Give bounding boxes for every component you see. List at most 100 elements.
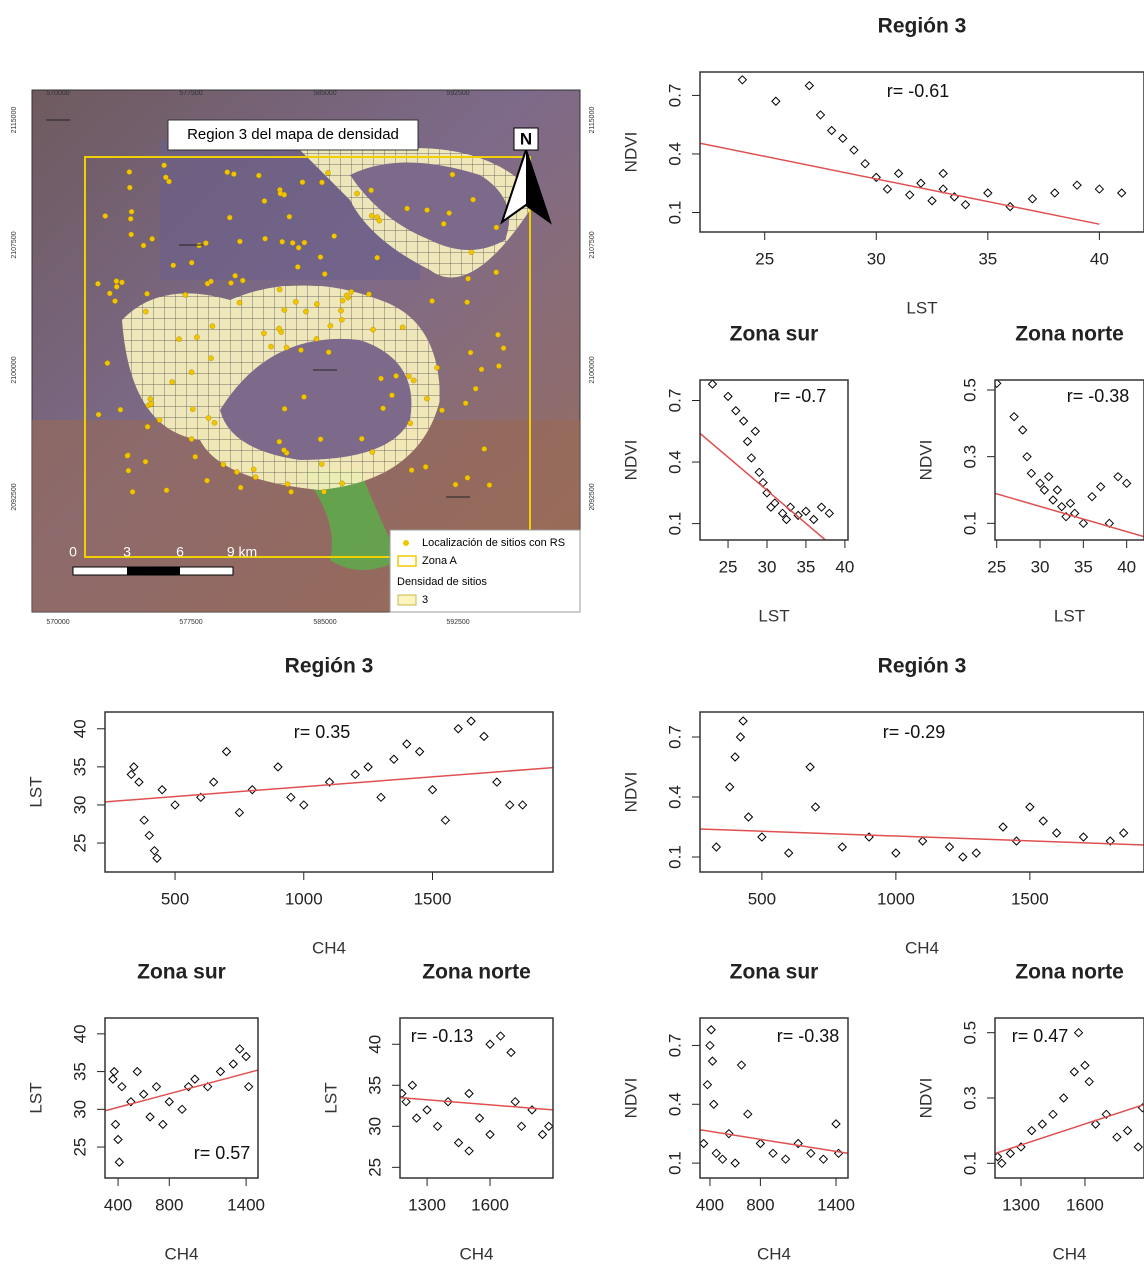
point — [702, 1079, 713, 1090]
point — [724, 1128, 734, 1139]
scale-label: 6 — [176, 544, 184, 560]
point — [971, 848, 981, 858]
y-tick-label: 40 — [70, 719, 89, 738]
point — [705, 1040, 715, 1051]
point — [998, 822, 1008, 832]
point — [411, 1113, 422, 1123]
y-axis-label: NDVI — [916, 440, 935, 481]
chart: Zona norte CH4 NDVI 1300 1600 0.1 0.3 0.5 r= 0.4… — [916, 961, 1144, 1263]
point — [743, 1109, 753, 1119]
map-title-box — [167, 119, 419, 151]
x-tick-label: 30 — [758, 557, 777, 576]
point — [995, 380, 1002, 389]
plot-frame — [994, 379, 1144, 541]
point — [510, 1096, 520, 1107]
site-point — [237, 238, 243, 245]
x-tick-label: 25 — [719, 557, 738, 576]
site-point — [232, 272, 238, 279]
point — [183, 1081, 194, 1092]
site-point — [452, 481, 459, 488]
point — [1072, 180, 1082, 190]
y-axis-label: LST — [26, 776, 45, 807]
site-point — [424, 395, 430, 402]
x-tick-label: 400 — [104, 1195, 132, 1214]
point — [781, 514, 792, 525]
chart: Zona sur CH4 LST 400 800 1400 25 30 35 40 r= 0.57 — [26, 961, 265, 1264]
x-tick-label: 40 — [1117, 557, 1136, 576]
site-point — [439, 407, 445, 414]
site-point — [188, 259, 195, 266]
plot-area — [400, 1031, 553, 1156]
annotation: r= -0.38 — [777, 1026, 840, 1046]
site-point — [220, 461, 227, 468]
point — [1069, 1067, 1080, 1077]
map-coord: 577500 — [179, 619, 202, 626]
point — [849, 145, 859, 155]
site-point — [189, 406, 196, 412]
site-point — [486, 482, 493, 488]
site-point — [354, 190, 360, 197]
point — [1065, 498, 1076, 509]
point — [196, 792, 206, 803]
site-point — [142, 308, 149, 315]
point — [738, 716, 748, 726]
site-point — [209, 323, 216, 329]
site-point — [429, 298, 435, 304]
point — [1009, 411, 1019, 422]
site-point — [406, 373, 412, 380]
site-point — [496, 363, 502, 369]
site-point — [144, 423, 151, 430]
y-tick-label: 0.1 — [665, 201, 684, 225]
point — [126, 1097, 136, 1107]
site-point — [472, 385, 479, 392]
map-coord: 2100000 — [11, 356, 18, 383]
site-point — [224, 169, 231, 175]
site-point — [117, 406, 124, 413]
plot-area — [700, 75, 1127, 225]
site-point — [140, 242, 147, 249]
point — [833, 1148, 844, 1158]
point — [537, 1129, 548, 1140]
legend-label: 3 — [422, 594, 428, 606]
point — [707, 380, 718, 389]
site-point — [188, 436, 195, 442]
point — [1044, 471, 1054, 482]
point — [743, 812, 754, 822]
site-point — [252, 474, 259, 480]
x-axis-label: LST — [906, 298, 937, 317]
point — [1048, 495, 1058, 505]
point — [443, 1096, 453, 1107]
site-point — [149, 236, 155, 242]
point — [474, 1113, 485, 1123]
chart-title: Zona norte — [1015, 323, 1124, 346]
chart-title: Región 3 — [878, 655, 967, 678]
map-coord: 2092500 — [11, 483, 18, 510]
y-tick-label: 0.1 — [960, 1151, 979, 1175]
point — [815, 110, 826, 120]
site-point — [410, 377, 417, 384]
point — [221, 746, 232, 757]
point — [1035, 478, 1045, 489]
point — [1118, 828, 1129, 838]
x-tick-label: 40 — [1090, 249, 1109, 268]
site-point — [203, 240, 209, 246]
point — [1080, 1060, 1090, 1071]
point — [516, 1121, 527, 1132]
point — [824, 508, 835, 519]
map-coord: 2100000 — [589, 356, 596, 383]
site-point — [276, 325, 282, 332]
plot-frame — [699, 1017, 849, 1179]
point — [805, 762, 815, 772]
point — [757, 832, 767, 842]
site-point — [343, 292, 350, 299]
point — [402, 739, 412, 749]
point — [158, 1119, 168, 1130]
x-axis-label: CH4 — [164, 1244, 198, 1263]
point — [746, 453, 757, 463]
x-tick-label: 35 — [1074, 557, 1093, 576]
site-point — [129, 489, 136, 495]
point — [762, 488, 772, 498]
x-tick-label: 25 — [987, 557, 1006, 576]
site-point — [113, 278, 120, 284]
